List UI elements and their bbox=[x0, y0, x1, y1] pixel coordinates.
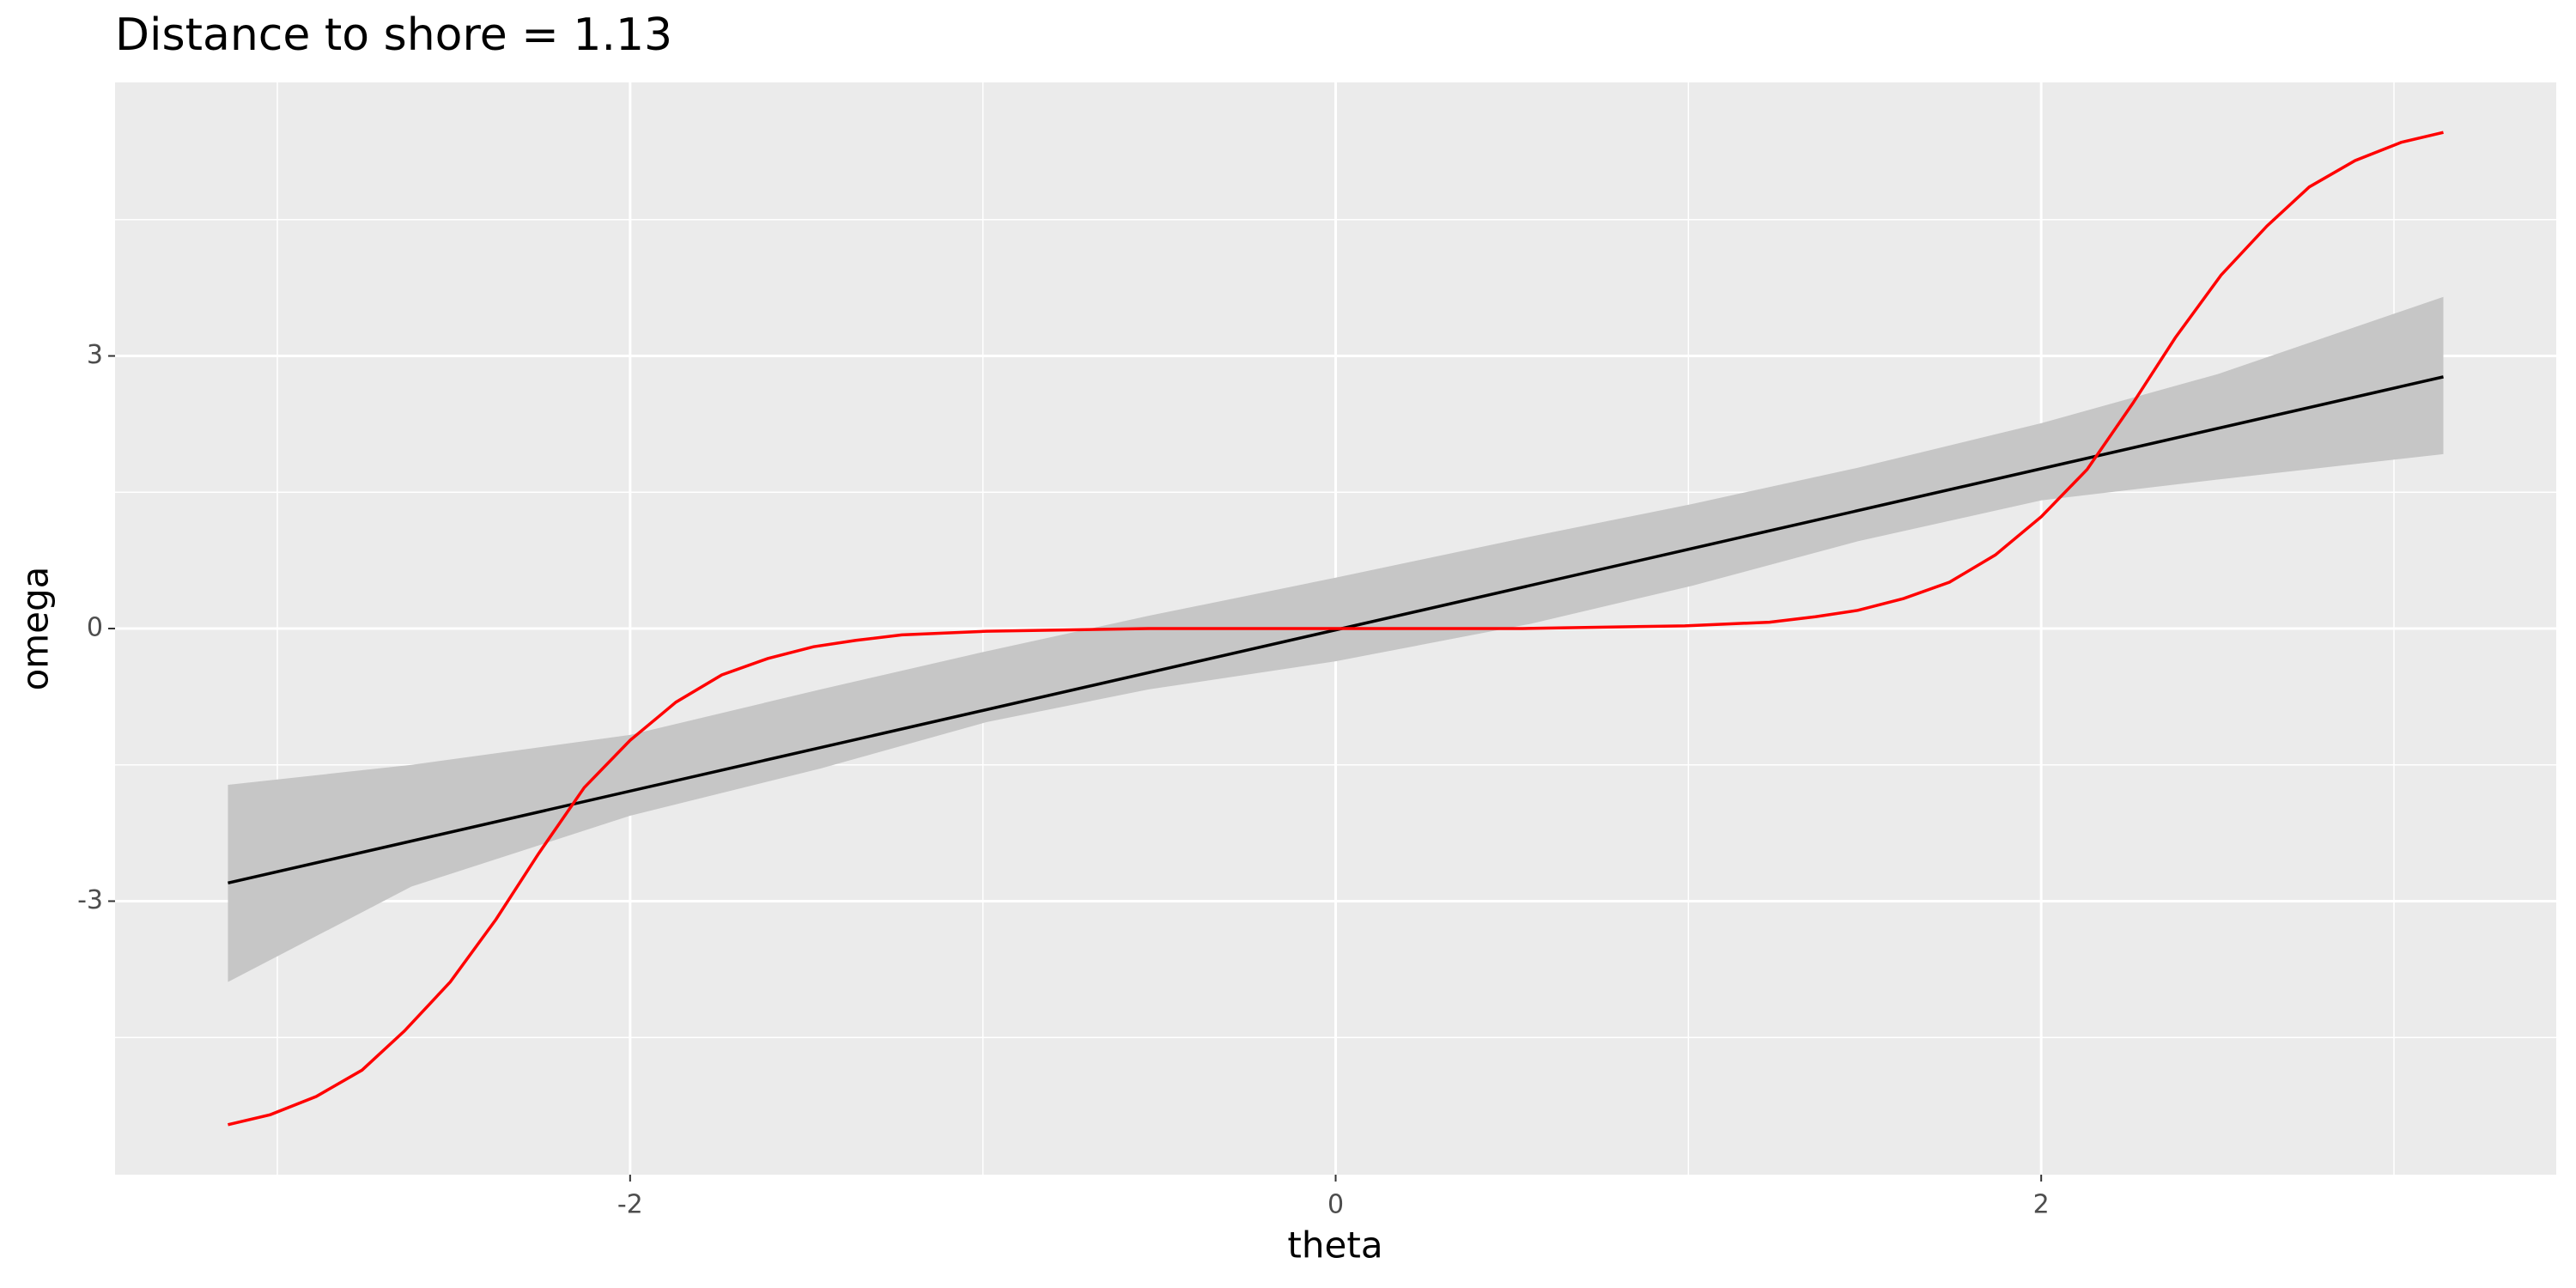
confidence-band bbox=[228, 296, 2444, 982]
y-tick-label: -3 bbox=[77, 885, 103, 915]
y-tick-label: 3 bbox=[87, 340, 103, 370]
chart-title: Distance to shore = 1.13 bbox=[115, 9, 672, 61]
y-axis-title: omega bbox=[15, 567, 57, 691]
x-tick-label: -2 bbox=[617, 1190, 643, 1220]
x-axis-title: theta bbox=[1287, 1224, 1382, 1267]
x-tick-label: 0 bbox=[1327, 1190, 1344, 1220]
x-tick-label: 2 bbox=[2033, 1190, 2050, 1220]
y-tick-label: 0 bbox=[87, 613, 103, 643]
line bbox=[228, 131, 2444, 1127]
